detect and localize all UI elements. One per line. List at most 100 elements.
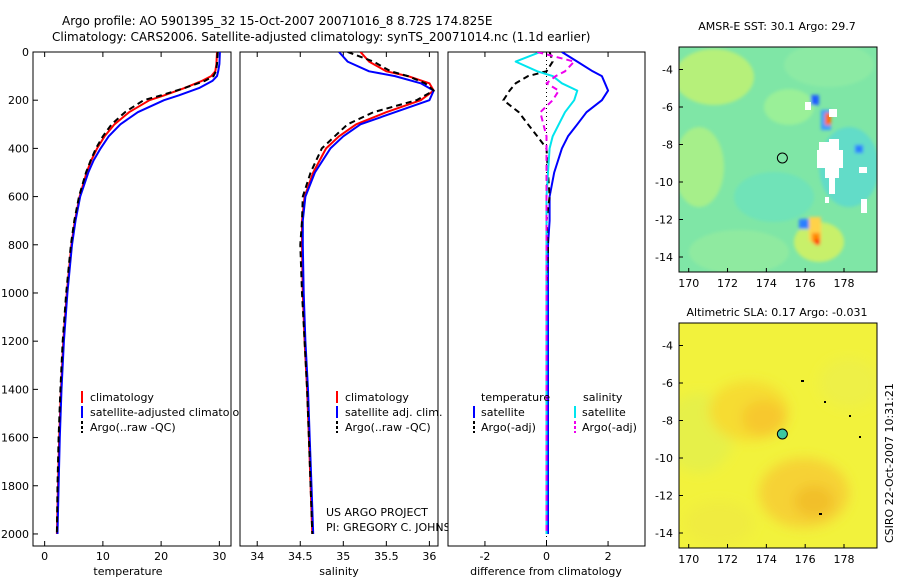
legend-label-temp-argo: Argo(-adj) <box>481 421 536 434</box>
temperature-lines <box>55 52 221 535</box>
difference-xlabel: difference from climatology <box>470 565 622 578</box>
sst-field <box>679 47 877 272</box>
map-y-tick-label: -12 <box>655 214 673 227</box>
sst-map-title: AMSR-E SST: 30.1 Argo: 29.7 <box>698 20 856 33</box>
map-x-tick-label: 170 <box>678 553 699 566</box>
legend-header-temperature: temperature <box>481 391 550 404</box>
y-tick-label: 2000 <box>1 528 29 541</box>
sst-map-frame <box>678 46 878 273</box>
salinity-legend: climatology satellite adj. clim. Argo(..… <box>336 391 442 434</box>
y-tick-label: 400 <box>8 142 29 155</box>
map-y-tick-label: -14 <box>655 251 673 264</box>
legend-label-temp-satellite: satellite <box>481 406 525 419</box>
salinity-axes-frame <box>239 51 439 547</box>
sla-map-frame <box>678 322 878 549</box>
salinity-lines <box>299 52 435 535</box>
sla-patches <box>679 358 877 545</box>
map-y-tick-label: -8 <box>662 415 673 428</box>
legend-label-climatology: climatology <box>90 391 154 404</box>
map-y-tick-label: -10 <box>655 452 673 465</box>
argo-location-marker <box>776 428 788 440</box>
series-line-argo-raw-qc- <box>299 52 435 535</box>
temperature-legend: climatology satellite-adjusted climatolo… <box>81 391 253 434</box>
temperature-ticks: 0 10 20 30 0 200 400 600 800 1000 1200 1400 1600 1800… <box>1 46 226 563</box>
sla-map-ticks: 170 172 174 176 178 -4 -6 -8 -10 -12 -14 <box>655 340 854 567</box>
legend-label-satellite: satellite adj. clim. <box>345 406 442 419</box>
y-tick-label: 0 <box>22 46 29 59</box>
pi-annotation: PI: GREGORY C. JOHNSON <box>326 521 467 534</box>
legend-label-argo: Argo(..raw -QC) <box>90 421 176 434</box>
legend-label-climatology: climatology <box>345 391 409 404</box>
sla-map-title: Altimetric SLA: 0.17 Argo: -0.031 <box>687 306 868 319</box>
x-tick-label: 34 <box>250 550 264 563</box>
temperature-axes-frame <box>32 51 232 547</box>
sst-missing-data <box>805 102 867 213</box>
x-tick-label: 2 <box>605 550 612 563</box>
map-x-tick-label: 170 <box>678 277 699 290</box>
legend-label-argo: Argo(..raw -QC) <box>345 421 431 434</box>
temperature-xlabel: temperature <box>93 565 162 578</box>
x-tick-label: 35.5 <box>374 550 399 563</box>
map-y-tick-label: -10 <box>655 176 673 189</box>
salinity-panel: 34 34.5 35 35.5 36 salinity climatology sate… <box>239 51 467 578</box>
map-y-tick-label: -4 <box>662 64 673 77</box>
sst-map-ticks: 170 172 174 176 178 -4 -6 -8 -10 -12 -14 <box>655 64 854 291</box>
x-tick-label: 0 <box>543 550 550 563</box>
map-x-tick-label: 172 <box>717 277 738 290</box>
y-tick-label: 1200 <box>1 335 29 348</box>
figure-title-line2: Climatology: CARS2006. Satellite-adjuste… <box>52 30 590 44</box>
map-x-tick-label: 176 <box>795 553 816 566</box>
sst-map-panel: AMSR-E SST: 30.1 Argo: 29.7 <box>655 20 878 291</box>
series-line-satellite-adjusted-climatology <box>56 52 221 535</box>
temperature-panel: 0 10 20 30 0 200 400 600 800 1000 1200 1400 1600 1800… <box>1 46 253 578</box>
figure-title-line1: Argo profile: AO 5901395_32 15-Oct-2007 … <box>62 14 493 28</box>
project-annotation: US ARGO PROJECT <box>326 506 428 519</box>
x-tick-label: -2 <box>479 550 490 563</box>
map-y-tick-label: -4 <box>662 340 673 353</box>
y-tick-label: 1400 <box>1 383 29 396</box>
map-y-tick-label: -12 <box>655 490 673 503</box>
map-x-tick-label: 178 <box>834 277 855 290</box>
map-x-tick-label: 176 <box>795 277 816 290</box>
y-tick-label: 200 <box>8 94 29 107</box>
map-y-tick-label: -14 <box>655 527 673 540</box>
x-tick-label: 0 <box>41 550 48 563</box>
map-y-tick-label: -6 <box>662 101 673 114</box>
salinity-ticks: 34 34.5 35 35.5 36 <box>250 52 436 563</box>
series-line-salinity-argo-adj- <box>537 52 576 534</box>
series-line-argo-raw-qc- <box>55 52 219 535</box>
y-tick-label: 1800 <box>1 480 29 493</box>
legend-label-sal-argo: Argo(-adj) <box>582 421 637 434</box>
map-x-tick-label: 178 <box>834 553 855 566</box>
y-tick-label: 600 <box>8 191 29 204</box>
argo-location-marker <box>776 152 788 164</box>
x-tick-label: 30 <box>212 550 226 563</box>
difference-lines <box>502 52 610 534</box>
x-tick-label: 34.5 <box>288 550 313 563</box>
difference-panel: -2 0 2 difference from climatology tempera… <box>447 51 646 578</box>
y-tick-label: 1600 <box>1 432 29 445</box>
salinity-xlabel: salinity <box>319 565 359 578</box>
footer-timestamp: CSIRO 22-Oct-2007 10:31:21 <box>883 383 896 543</box>
map-y-tick-label: -6 <box>662 377 673 390</box>
x-tick-label: 20 <box>154 550 168 563</box>
legend-label-satellite: satellite-adjusted climatology <box>90 406 253 419</box>
legend-label-sal-satellite: satellite <box>582 406 626 419</box>
legend-header-salinity: salinity <box>583 391 623 404</box>
sla-missing-specks <box>801 380 861 515</box>
y-tick-label: 1000 <box>1 287 29 300</box>
series-line-temperature-satellite <box>547 52 610 534</box>
x-tick-label: 36 <box>422 550 436 563</box>
map-x-tick-label: 174 <box>756 553 777 566</box>
x-tick-label: 35 <box>336 550 350 563</box>
sla-field <box>679 323 877 548</box>
series-line-salinity-satellite <box>514 52 579 534</box>
sla-map-panel: Altimetric SLA: 0.17 Argo: -0.031 <box>655 306 878 567</box>
x-tick-label: 10 <box>96 550 110 563</box>
difference-legend: temperature salinity satellite Argo(-adj… <box>473 391 637 434</box>
map-x-tick-label: 172 <box>717 553 738 566</box>
y-tick-label: 800 <box>8 239 29 252</box>
map-x-tick-label: 174 <box>756 277 777 290</box>
map-y-tick-label: -8 <box>662 139 673 152</box>
